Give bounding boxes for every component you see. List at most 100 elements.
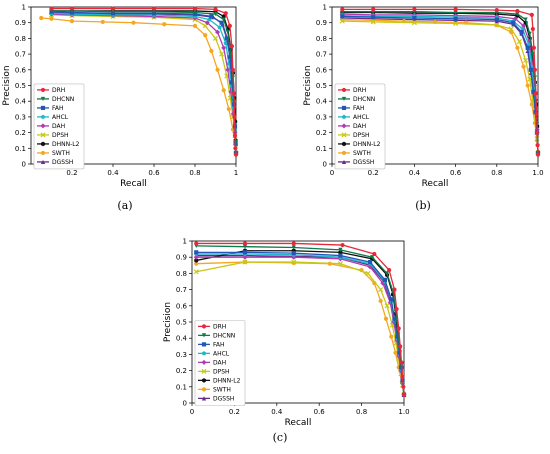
y-tick-label: 1 — [183, 238, 187, 246]
data-point — [224, 36, 229, 41]
data-point — [242, 250, 248, 255]
data-point — [192, 10, 198, 15]
subfigure-caption: (c) — [273, 431, 288, 444]
data-point — [233, 146, 238, 151]
data-point — [212, 35, 219, 41]
legend-marker — [341, 96, 347, 102]
data-point — [242, 259, 248, 265]
data-point — [193, 254, 199, 260]
data-point — [370, 255, 375, 260]
y-tick-label: 0.8 — [316, 35, 327, 43]
y-tick-label: 0.2 — [176, 367, 187, 375]
legend-label: DRH — [353, 87, 366, 94]
legend-label: DPSH — [213, 369, 230, 376]
data-point — [213, 11, 218, 17]
legend-marker — [201, 333, 207, 338]
data-point — [162, 22, 167, 27]
data-point — [519, 30, 524, 35]
series-layer — [39, 6, 239, 157]
y-tick-label: 0.8 — [176, 270, 187, 278]
x-tick-label: 0.8 — [356, 408, 367, 416]
data-point — [242, 241, 248, 246]
y-tick-label: 1 — [323, 4, 327, 12]
data-point — [221, 17, 226, 22]
y-tick-label: 0 — [183, 400, 187, 408]
data-point — [535, 130, 540, 135]
y-tick-label: 0.1 — [316, 145, 327, 153]
data-point — [100, 19, 105, 25]
x-tick-label: 0.6 — [148, 169, 160, 177]
legend-label: SWTH — [52, 150, 70, 157]
legend-marker — [40, 96, 46, 102]
x-tick-label: 1.0 — [398, 408, 409, 416]
data-point — [383, 316, 389, 321]
legend-label: SWTH — [353, 150, 371, 157]
legend-item: DPSH — [338, 132, 370, 139]
legend-item: FAH — [198, 342, 225, 349]
data-point — [401, 392, 407, 397]
legend-marker — [201, 387, 207, 392]
data-point — [338, 253, 343, 258]
series-line — [196, 242, 405, 395]
y-tick-label: 0 — [22, 161, 26, 169]
y-tick-label: 0 — [323, 161, 327, 169]
data-point — [221, 45, 227, 51]
data-point — [193, 269, 199, 275]
legend: DRH DHCNN FAH AHCL DAH DPSH DHNN-L2 SWTH DGSSH — [194, 320, 246, 406]
data-point — [194, 261, 199, 266]
data-point — [389, 334, 394, 339]
data-point — [209, 14, 214, 19]
legend-label: DPSH — [52, 132, 69, 139]
data-point — [378, 298, 383, 304]
legend-box — [334, 83, 386, 170]
legend-item: AHCL — [37, 114, 69, 121]
data-point — [453, 20, 459, 27]
data-point — [213, 7, 218, 12]
legend-marker — [201, 368, 207, 374]
legend-marker — [201, 342, 207, 347]
data-point — [392, 287, 397, 292]
series-layer — [193, 241, 407, 398]
data-point — [215, 67, 220, 72]
x-axis-label: Recall — [120, 179, 147, 189]
legend-box — [194, 320, 246, 406]
data-point — [397, 350, 402, 355]
y-tick-label: 0.3 — [316, 113, 327, 121]
data-point — [382, 277, 388, 282]
series-layer — [339, 7, 541, 157]
data-point — [398, 344, 403, 349]
data-point — [394, 306, 399, 312]
data-point — [339, 18, 345, 24]
series-swth — [39, 15, 239, 148]
data-point — [531, 45, 536, 50]
legend-marker — [40, 132, 46, 138]
data-point — [401, 384, 406, 389]
legend-marker — [341, 132, 347, 138]
legend-item: DGSSH — [338, 159, 374, 166]
data-point — [532, 67, 538, 72]
legend-label: FAH — [353, 105, 365, 112]
legend-label: FAH — [52, 105, 64, 112]
data-point — [230, 67, 236, 72]
data-point — [412, 15, 417, 21]
data-point — [209, 48, 214, 54]
data-point — [527, 31, 532, 36]
legend-item: DAH — [338, 123, 366, 130]
data-point — [223, 11, 228, 16]
data-point — [494, 17, 499, 22]
series-line — [41, 17, 237, 146]
legend-label: DHCNN — [52, 96, 74, 103]
subfigure-caption: (b) — [415, 199, 431, 212]
y-tick-label: 0.2 — [15, 129, 26, 137]
legend-label: SWTH — [213, 387, 231, 394]
legend-label: DHNN-L2 — [213, 378, 241, 385]
data-point — [291, 245, 296, 250]
data-point — [453, 10, 458, 15]
data-point — [515, 11, 520, 17]
data-point — [525, 45, 530, 50]
x-axis-label: Recall — [285, 418, 312, 428]
data-point — [528, 67, 533, 72]
x-tick-label: 0.6 — [314, 408, 326, 416]
data-point — [389, 297, 394, 302]
data-point — [194, 241, 199, 246]
